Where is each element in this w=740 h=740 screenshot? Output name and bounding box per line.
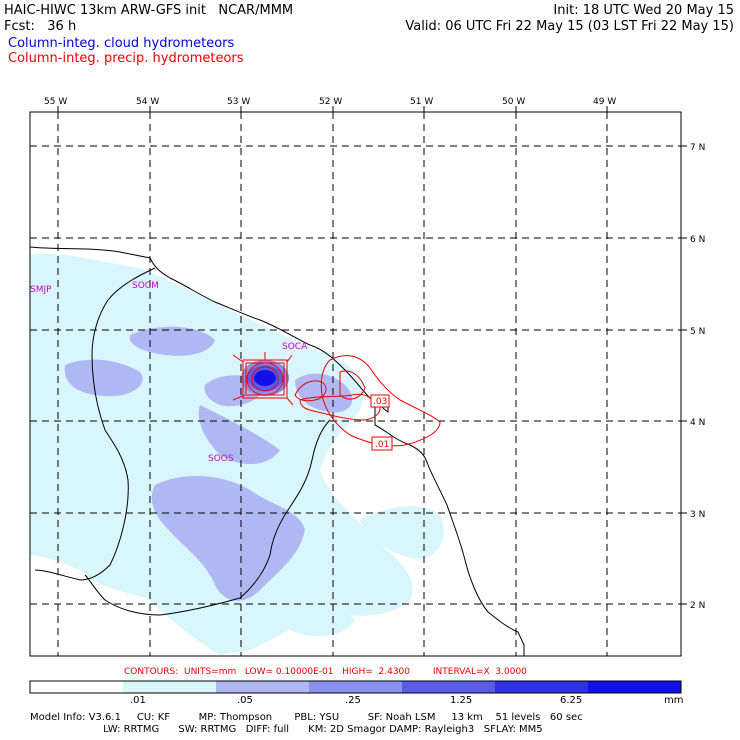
contour-labels: .03 .01 bbox=[370, 394, 393, 451]
forecast-hour: Fcst: 36 h bbox=[4, 19, 77, 34]
lon-label-52w: 52 W bbox=[319, 97, 342, 107]
border-suriname-guyana bbox=[34, 267, 156, 581]
contour-label-box-03 bbox=[370, 394, 390, 408]
lon-labels: 55 W 54 W 53 W 52 W 51 W 50 W 49 W bbox=[44, 97, 616, 107]
cloud-region-medium bbox=[64, 359, 143, 397]
colorbar-segment bbox=[309, 681, 402, 693]
model-info-line2: LW: RRTMG SW: RRTMG DIFF: full KM: 2D Sm… bbox=[30, 724, 543, 735]
colorbar-tick-5: 6.25 bbox=[560, 695, 583, 706]
stations: SMJP SOCM SOCA SOOS bbox=[30, 281, 308, 464]
precip-contours bbox=[232, 352, 441, 447]
lat-label-7n: 7 N bbox=[690, 143, 705, 153]
valid-time: Valid: 06 UTC Fri 22 May 15 (03 LST Fri … bbox=[405, 19, 734, 34]
lat-labels: 7 N 6 N 5 N 4 N 3 N 2 N bbox=[690, 143, 705, 611]
contour-inner bbox=[339, 370, 366, 400]
colorbar-tick-1: .01 bbox=[130, 695, 146, 706]
station-socm: SOCM bbox=[132, 281, 159, 291]
contour-outer-2 bbox=[320, 355, 441, 447]
lon-label-49w: 49 W bbox=[593, 97, 616, 107]
colorbar-segment bbox=[495, 681, 588, 693]
contour-label-box-01 bbox=[371, 436, 393, 451]
lat-ticks bbox=[681, 145, 687, 605]
contour-outer-1 bbox=[299, 393, 381, 421]
field-cloud-label: Column-integ. cloud hydrometeors bbox=[8, 36, 235, 51]
border-french-guiana bbox=[84, 419, 331, 616]
lat-label-3n: 3 N bbox=[690, 510, 705, 520]
lat-label-4n: 4 N bbox=[690, 418, 705, 428]
lon-label-51w: 51 W bbox=[410, 97, 433, 107]
contour-lobe bbox=[294, 380, 327, 402]
cloud-region-medium bbox=[129, 326, 215, 356]
cloud-region-medium bbox=[151, 475, 305, 601]
station-soos: SOOS bbox=[208, 454, 234, 464]
colorbar-segment bbox=[30, 681, 123, 693]
model-info-line1: Model Info: V3.6.1 CU: KF MP: Thompson P… bbox=[30, 712, 583, 723]
colorbar-tick-4: 1.25 bbox=[450, 695, 473, 706]
colorbar-tick-2: .05 bbox=[237, 695, 253, 706]
lat-label-6n: 6 N bbox=[690, 235, 705, 245]
station-smjp: SMJP bbox=[30, 285, 52, 295]
lat-label-5n: 5 N bbox=[690, 327, 705, 337]
field-precip-label: Column-integ. precip. hydrometeors bbox=[8, 51, 244, 66]
cloud-shading bbox=[30, 253, 444, 656]
colorbar-segment bbox=[123, 681, 216, 693]
lon-label-50w: 50 W bbox=[502, 97, 525, 107]
lon-ticks bbox=[57, 106, 608, 112]
colorbar-segment bbox=[402, 681, 495, 693]
cloud-region-light bbox=[285, 604, 355, 636]
cloud-region-light bbox=[360, 505, 444, 560]
contours-info: CONTOURS: UNITS=mm LOW= 0.10000E-01 HIGH… bbox=[124, 667, 527, 677]
contour-spokes bbox=[232, 352, 294, 406]
contour-label-01: .01 bbox=[375, 440, 389, 450]
lon-label-55w: 55 W bbox=[44, 97, 67, 107]
lon-label-53w: 53 W bbox=[227, 97, 250, 107]
colorbar-segment bbox=[588, 681, 681, 693]
contour-ring-2 bbox=[251, 366, 279, 392]
map-frame bbox=[29, 111, 682, 657]
graticule bbox=[30, 112, 681, 656]
cloud-core-3 bbox=[254, 370, 276, 386]
contour-ring-1 bbox=[246, 362, 284, 396]
colorbar-tick-3: .25 bbox=[345, 695, 361, 706]
colorbar-segment bbox=[216, 681, 309, 693]
lon-label-54w: 54 W bbox=[136, 97, 159, 107]
cloud-region-medium bbox=[198, 405, 280, 465]
station-soca: SOCA bbox=[282, 342, 308, 352]
cloud-region-medium bbox=[295, 373, 353, 413]
colorbar-units: mm bbox=[664, 695, 684, 706]
colorbar bbox=[29, 680, 682, 694]
lat-label-2n: 2 N bbox=[690, 601, 705, 611]
plot-title: HAIC-HIWC 13km ARW-GFS init NCAR/MMM bbox=[4, 3, 294, 18]
colorbar-frame bbox=[29, 680, 682, 694]
init-time: Init: 18 UTC Wed 20 May 15 bbox=[553, 3, 734, 18]
contour-label-03: .03 bbox=[373, 397, 387, 407]
